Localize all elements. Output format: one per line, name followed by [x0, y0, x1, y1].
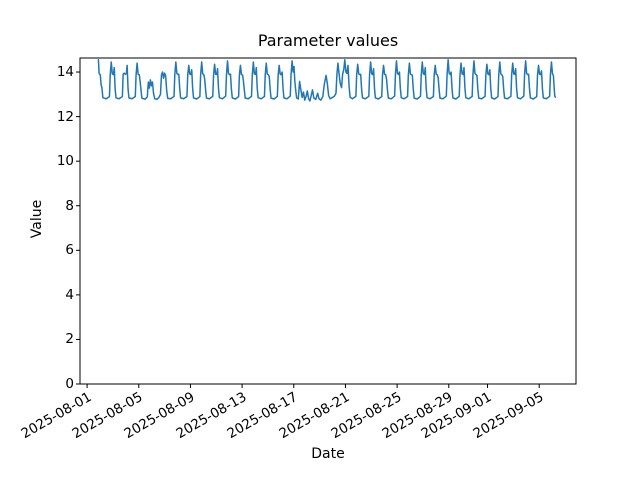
y-tick-label: 12: [56, 108, 74, 125]
series-line-parameter: [97, 59, 557, 102]
y-tick-label: 14: [56, 64, 74, 81]
y-tick-label: 6: [65, 242, 74, 259]
y-tick-label: 10: [56, 153, 74, 170]
chart-title: Parameter values: [257, 31, 399, 50]
axes-spines: [79, 57, 577, 385]
y-tick-label: 4: [65, 286, 74, 303]
y-axis-label: Value: [29, 199, 45, 239]
y-tick-label: 2: [65, 331, 74, 348]
y-tick-label: 8: [65, 197, 74, 214]
x-axis-label: Date: [311, 446, 345, 462]
y-tick-label: 0: [65, 376, 74, 392]
